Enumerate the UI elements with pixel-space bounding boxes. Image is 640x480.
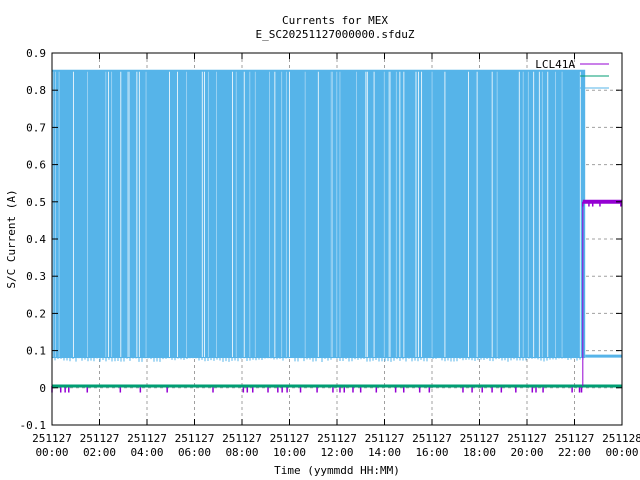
x-tick-date: 251127 bbox=[460, 432, 500, 445]
x-tick-date: 251127 bbox=[80, 432, 120, 445]
y-tick-label: 0.6 bbox=[26, 159, 46, 172]
x-tick-date: 251127 bbox=[222, 432, 262, 445]
x-tick-date: 251127 bbox=[317, 432, 357, 445]
y-tick-label: 0.7 bbox=[26, 121, 46, 134]
x-tick-time: 12:00 bbox=[320, 446, 353, 459]
chart-title: Currents for MEX bbox=[282, 14, 388, 27]
x-tick-time: 22:00 bbox=[558, 446, 591, 459]
x-tick-date: 251127 bbox=[270, 432, 310, 445]
y-axis: -0.1 0 0.1 0.2 0.3 0.4 0.5 0.6 0.7 0.8 0.9 bbox=[20, 47, 622, 432]
x-tick-date: 251127 bbox=[507, 432, 547, 445]
x-tick-time: 14:00 bbox=[368, 446, 401, 459]
x-tick-time: 20:00 bbox=[510, 446, 543, 459]
chart-subtitle: E_SC20251127000000.sfduZ bbox=[256, 28, 415, 41]
y-axis-label: S/C Current (A) bbox=[5, 189, 18, 288]
series-trace-2 bbox=[51, 69, 622, 363]
x-tick-time: 18:00 bbox=[463, 446, 496, 459]
y-tick-label: 0.8 bbox=[26, 84, 46, 97]
x-tick-time: 04:00 bbox=[130, 446, 163, 459]
x-tick-time: 00:00 bbox=[605, 446, 638, 459]
x-tick-time: 02:00 bbox=[83, 446, 116, 459]
y-tick-label: 0.4 bbox=[26, 233, 46, 246]
legend: LCL41A bbox=[535, 58, 609, 89]
x-tick-date: 251127 bbox=[32, 432, 72, 445]
y-tick-label: 0 bbox=[39, 382, 46, 395]
legend-label: LCL41A bbox=[535, 58, 575, 71]
x-tick-date: 251127 bbox=[127, 432, 167, 445]
plot-area bbox=[51, 69, 622, 393]
x-tick-date: 251127 bbox=[555, 432, 595, 445]
y-tick-label: 0.3 bbox=[26, 270, 46, 283]
x-tick-time: 10:00 bbox=[273, 446, 306, 459]
x-tick-date: 251127 bbox=[175, 432, 215, 445]
y-tick-label: 0.5 bbox=[26, 196, 46, 209]
y-tick-label: 0.9 bbox=[26, 47, 46, 60]
y-tick-label: -0.1 bbox=[20, 419, 47, 432]
x-tick-date: 251128 bbox=[602, 432, 640, 445]
x-axis-label: Time (yymmdd HH:MM) bbox=[274, 464, 400, 477]
x-tick-time: 06:00 bbox=[178, 446, 211, 459]
x-tick-date: 251127 bbox=[412, 432, 452, 445]
x-tick-date: 251127 bbox=[365, 432, 405, 445]
x-tick-time: 16:00 bbox=[415, 446, 448, 459]
y-tick-label: 0.2 bbox=[26, 307, 46, 320]
y-tick-label: 0.1 bbox=[26, 345, 46, 358]
x-tick-time: 08:00 bbox=[225, 446, 258, 459]
x-axis: 25112700:0025112702:0025112704:002511270… bbox=[32, 53, 640, 459]
x-tick-time: 00:00 bbox=[35, 446, 68, 459]
